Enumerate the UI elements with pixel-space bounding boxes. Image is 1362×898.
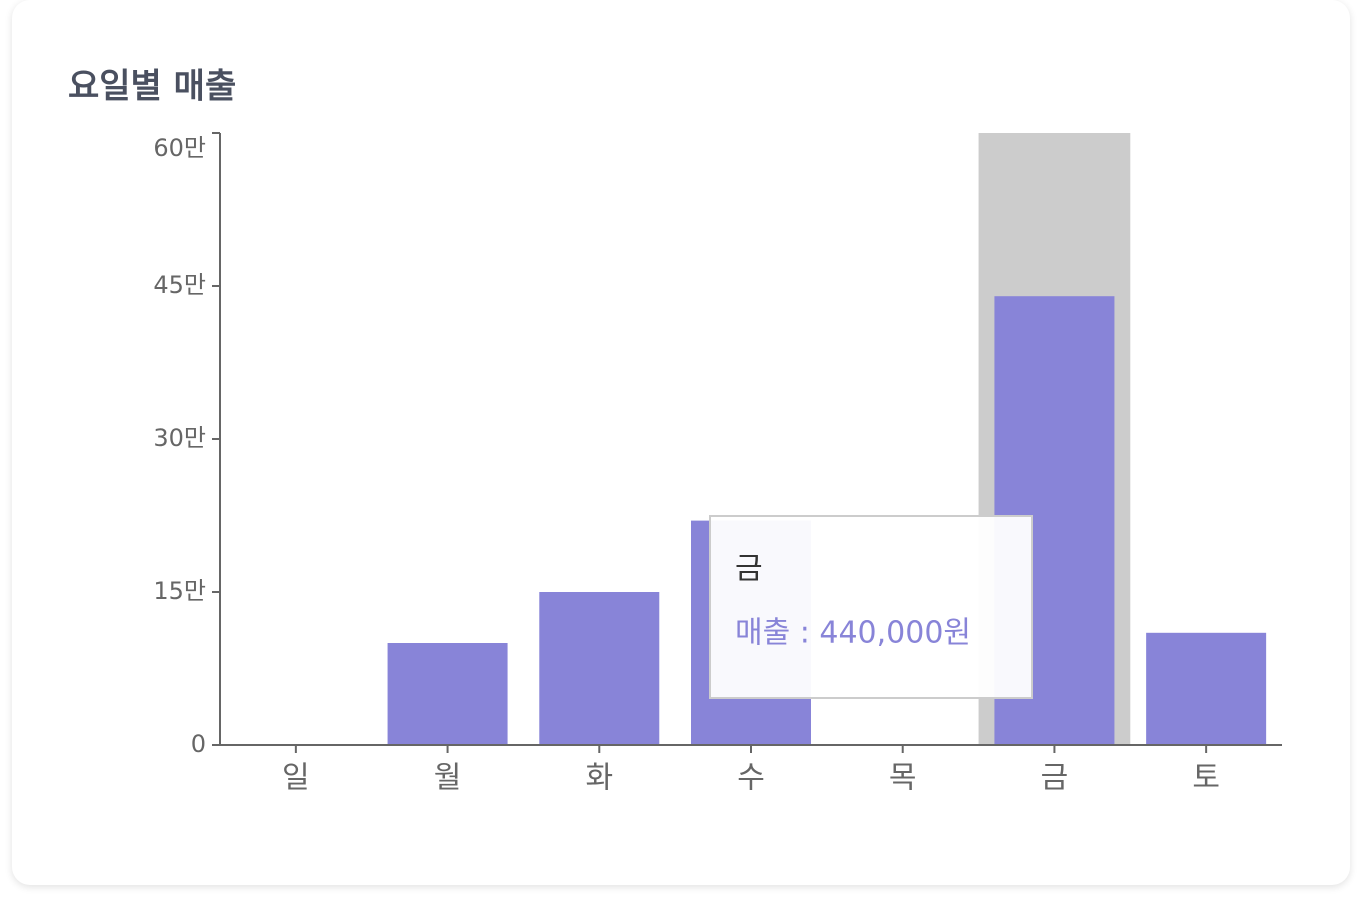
- y-tick-label: 15만: [153, 577, 206, 605]
- x-tick-label: 월: [434, 761, 462, 796]
- x-tick-label: 일: [282, 761, 310, 796]
- x-tick-label: 토: [1192, 761, 1220, 796]
- chart-title: 요일별 매출: [68, 67, 236, 107]
- tooltip-text: 매출 : 440,000원: [735, 616, 971, 651]
- bar: [539, 592, 660, 745]
- y-tick-label: 45만: [153, 271, 206, 299]
- x-tick-label: 목: [889, 761, 917, 796]
- y-tick-label: 60만: [153, 134, 206, 162]
- y-tick-label: 30만: [153, 424, 206, 452]
- bar: [1146, 632, 1267, 745]
- tooltip-box: [709, 515, 1033, 699]
- bar: [387, 643, 508, 745]
- x-tick-label: 화: [585, 761, 613, 796]
- tooltip-title: 금: [735, 552, 763, 587]
- y-tick-label: 0: [191, 730, 206, 758]
- x-tick-label: 금: [1041, 761, 1069, 796]
- x-tick-label: 수: [737, 761, 765, 796]
